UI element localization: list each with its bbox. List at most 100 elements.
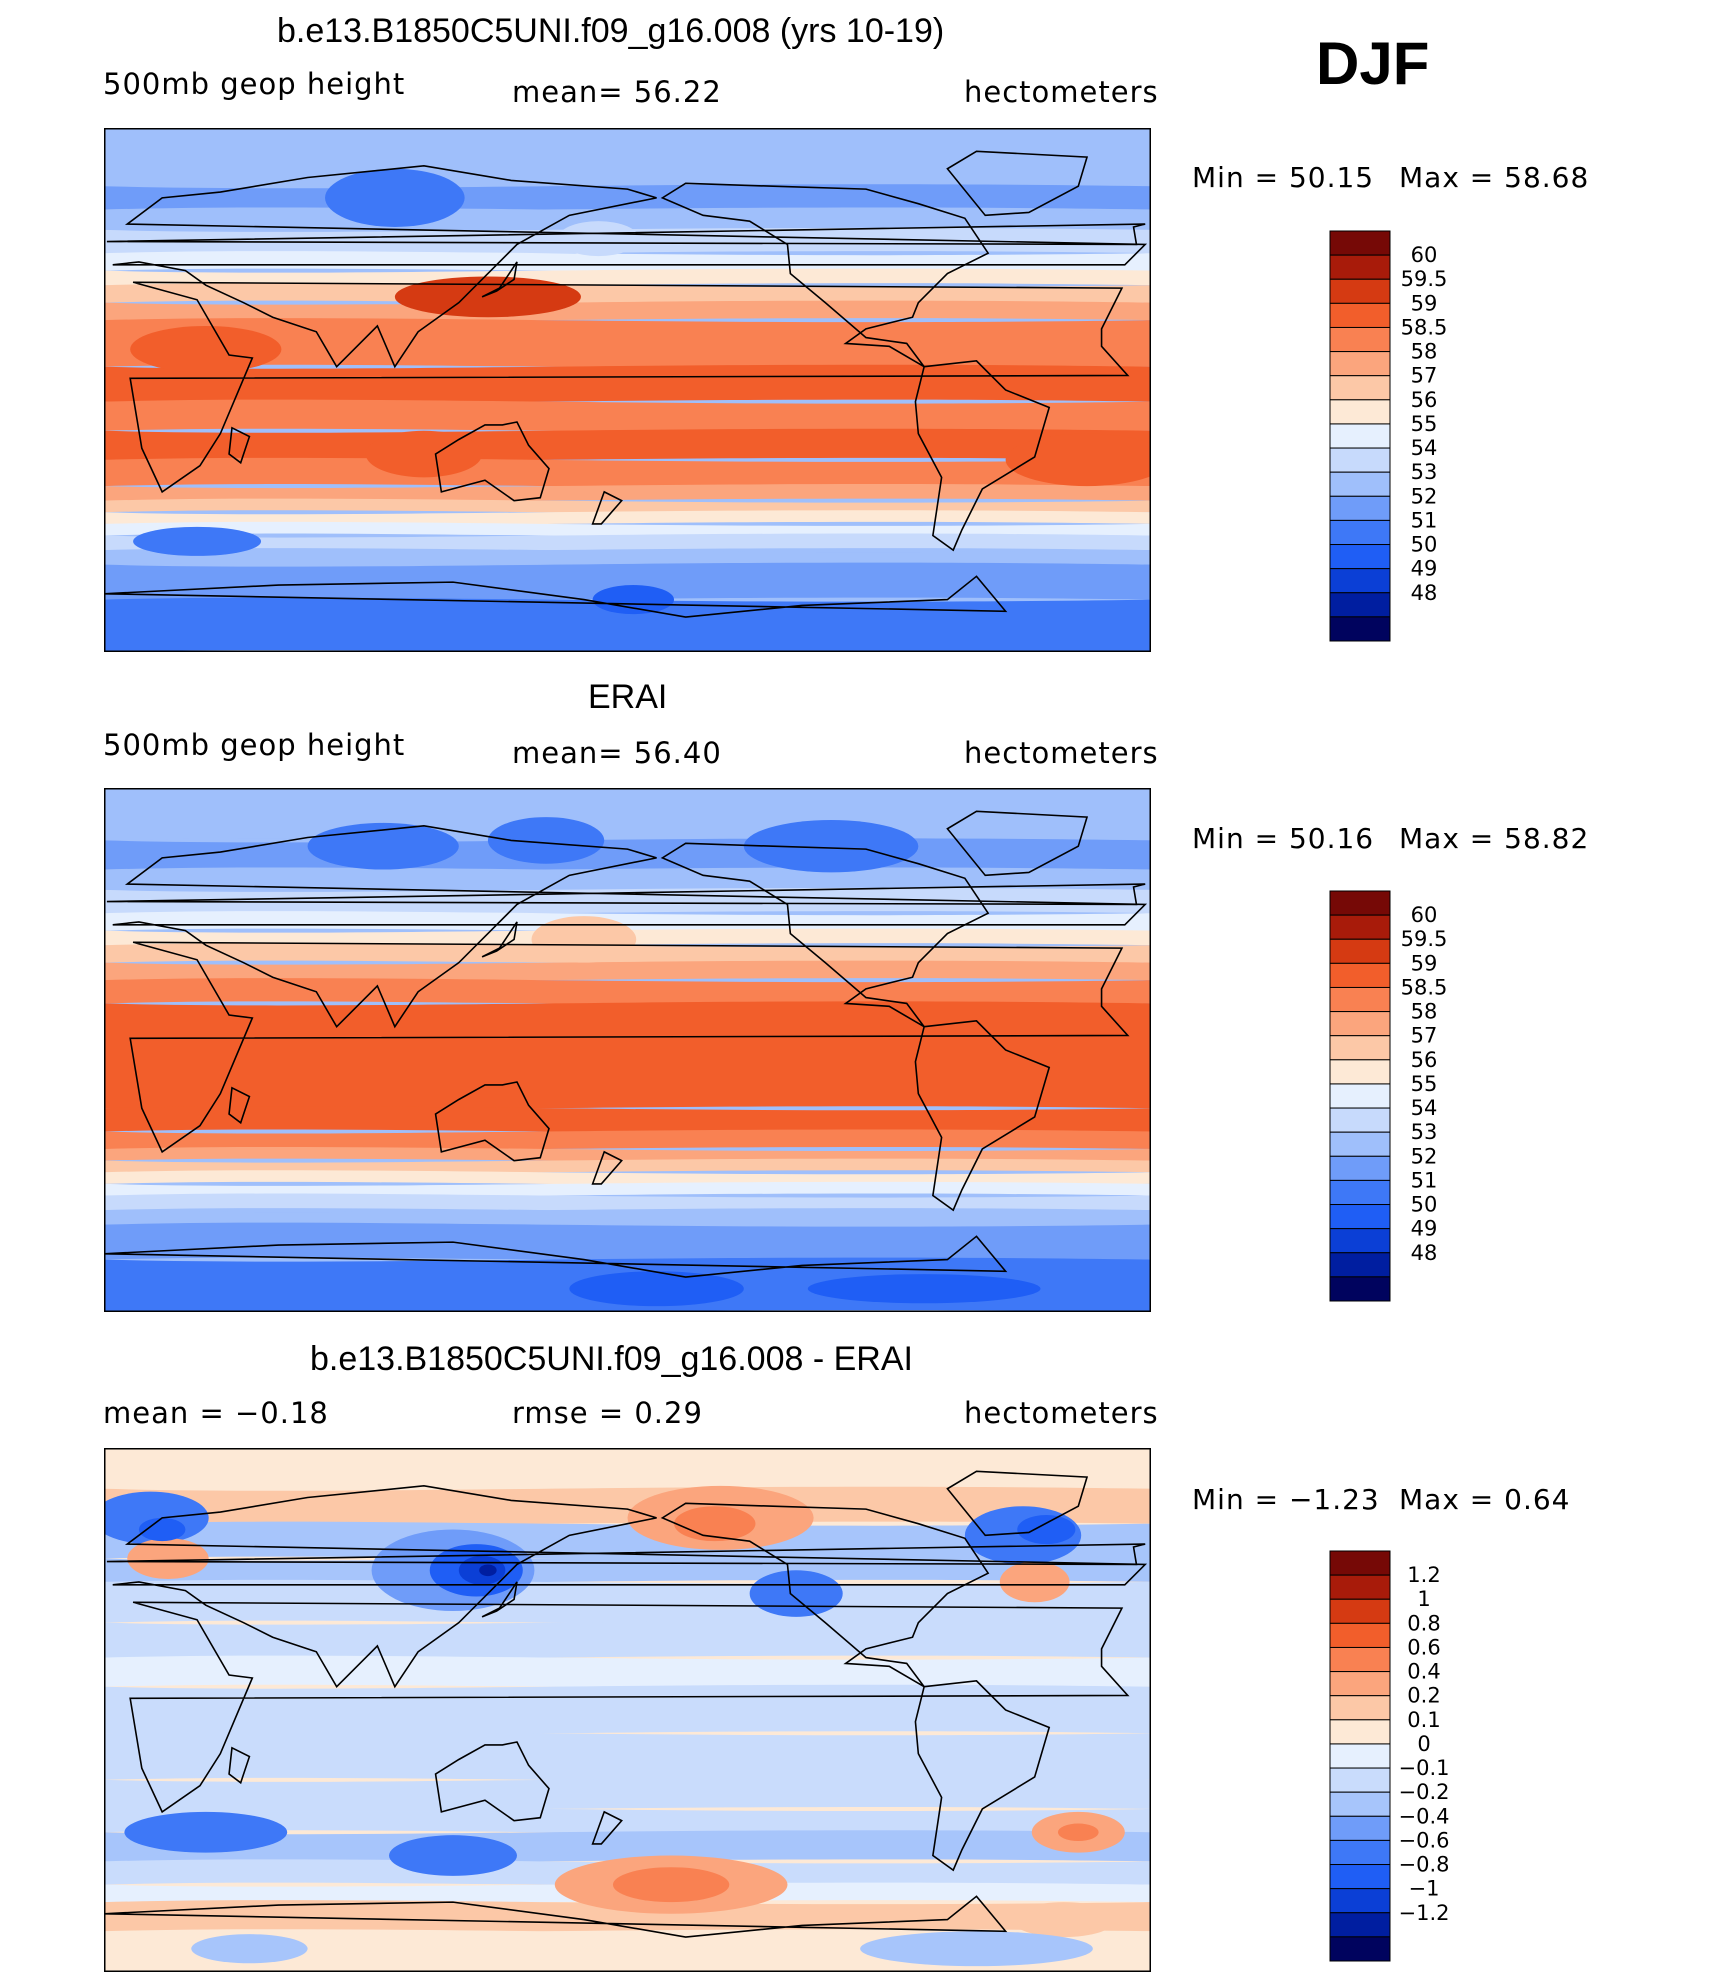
continent-outline bbox=[104, 575, 1008, 618]
colorbar-box bbox=[1329, 1574, 1391, 1600]
continent-outline bbox=[228, 1086, 251, 1125]
colorbar-tick-label: 0.8 bbox=[1407, 1611, 1440, 1635]
contour-blob bbox=[557, 221, 640, 257]
colorbar-box bbox=[1329, 568, 1391, 594]
contour-band bbox=[104, 1129, 1151, 1151]
contour-band bbox=[104, 1448, 1151, 1491]
continent-outline bbox=[112, 165, 1148, 369]
continent-outline bbox=[106, 1543, 1146, 1566]
colorbar-box bbox=[1329, 592, 1391, 618]
contour-blob bbox=[592, 585, 675, 615]
colorbar-box bbox=[1329, 914, 1391, 940]
colorbar-box bbox=[1329, 1155, 1391, 1181]
colorbar-tick-label: 51 bbox=[1411, 508, 1438, 532]
colorbar-box bbox=[1329, 1815, 1391, 1841]
colorbar-box bbox=[1329, 1083, 1391, 1109]
colorbar-tick-label: −0.2 bbox=[1399, 1780, 1450, 1804]
contour-band bbox=[104, 184, 1151, 212]
panel-2-map bbox=[104, 788, 1151, 1312]
continent-outline bbox=[914, 1680, 1051, 1872]
continent-outline bbox=[228, 1746, 251, 1785]
contour-band bbox=[104, 364, 1151, 404]
colorbar-tick-label: 54 bbox=[1411, 1096, 1438, 1120]
colorbar-box bbox=[1329, 1888, 1391, 1914]
colorbar-box bbox=[1329, 1131, 1391, 1157]
colorbar-tick-label: 0.4 bbox=[1407, 1660, 1440, 1684]
colorbar-box bbox=[1329, 1252, 1391, 1278]
continent-outline bbox=[112, 825, 1148, 1029]
colorbar-box bbox=[1329, 962, 1391, 988]
colorbar-box bbox=[1329, 326, 1391, 353]
continent-outline bbox=[946, 150, 1089, 217]
colorbar-tick-label: 60 bbox=[1411, 903, 1438, 927]
colorbar-tick-label: 0.1 bbox=[1407, 1708, 1440, 1732]
continent-outline bbox=[481, 921, 518, 958]
contour-band bbox=[104, 1579, 1151, 1625]
colorbar-tick-label: 51 bbox=[1411, 1168, 1438, 1192]
colorbar-box bbox=[1329, 1864, 1391, 1890]
contour-band bbox=[104, 1181, 1151, 1198]
contour-band bbox=[104, 1222, 1151, 1262]
colorbar-tick-label: 59 bbox=[1411, 951, 1438, 975]
continent-outline bbox=[660, 842, 990, 1028]
colorbar-box bbox=[1329, 399, 1391, 425]
continent-outline bbox=[129, 941, 1130, 1154]
contour-band bbox=[104, 1806, 1151, 1835]
colorbar-tick-label: 59.5 bbox=[1401, 927, 1448, 951]
colorbar-box bbox=[1329, 519, 1391, 546]
continent-outline bbox=[591, 1810, 623, 1845]
contour-blob bbox=[860, 1931, 1093, 1967]
colorbar-tick-label: −0.8 bbox=[1399, 1853, 1450, 1877]
colorbar-box bbox=[1329, 351, 1391, 377]
coastlines bbox=[104, 1470, 1148, 1938]
continent-outline bbox=[104, 1235, 1008, 1278]
colorbar-tick-label: 57 bbox=[1411, 1024, 1438, 1048]
colorbar-box bbox=[1329, 1912, 1391, 1938]
colorbar-box bbox=[1329, 1107, 1391, 1133]
contour-band bbox=[104, 399, 1151, 433]
contour-band bbox=[104, 978, 1151, 1006]
colorbar-tick-label: 56 bbox=[1411, 1048, 1438, 1072]
colorbar-tick-label: 53 bbox=[1411, 1120, 1438, 1144]
contour-band bbox=[104, 300, 1151, 323]
colorbar-box bbox=[1329, 302, 1391, 328]
contour-band bbox=[104, 1684, 1151, 1736]
continent-outline bbox=[106, 883, 1146, 906]
colorbar-tick-label: 48 bbox=[1411, 1241, 1438, 1265]
colorbar-tick-label: 55 bbox=[1411, 1072, 1438, 1096]
colorbar-tick-label: −0.6 bbox=[1399, 1828, 1450, 1852]
colorbar-box bbox=[1329, 471, 1391, 497]
colorbar-tick-label: −1.2 bbox=[1399, 1901, 1450, 1925]
colorbar-tick-label: 58 bbox=[1411, 1000, 1438, 1024]
contour-band bbox=[104, 911, 1151, 933]
contour-band bbox=[104, 428, 1151, 462]
colorbar-box bbox=[1329, 1204, 1391, 1230]
contour-band bbox=[104, 1900, 1151, 1934]
colorbar-box bbox=[1329, 423, 1391, 449]
contour-band bbox=[104, 597, 1151, 652]
contour-blob bbox=[191, 1934, 308, 1964]
contour-blob bbox=[365, 430, 483, 478]
panel-3-max-label: Max = 0.64 bbox=[1399, 1483, 1571, 1516]
colorbar-box bbox=[1329, 1622, 1391, 1648]
colorbar-tick-label: 0 bbox=[1417, 1732, 1430, 1756]
contour-band bbox=[104, 1777, 1151, 1811]
colorbar-tick-label: 53 bbox=[1411, 460, 1438, 484]
colorbar-box bbox=[1329, 1179, 1391, 1206]
contour-band bbox=[104, 510, 1151, 526]
colorbar-tick-label: 0.6 bbox=[1407, 1635, 1440, 1659]
continent-outline bbox=[481, 261, 518, 298]
continent-outline bbox=[129, 281, 1130, 494]
panel-2-mean-label: mean= 56.40 bbox=[512, 736, 722, 770]
continent-outline bbox=[434, 421, 550, 502]
contour-blob bbox=[749, 1570, 843, 1617]
contour-blob bbox=[807, 1274, 1041, 1304]
colorbar-tick-label: 1 bbox=[1417, 1587, 1430, 1611]
panel-3-min-label: Min = −1.23 bbox=[1192, 1483, 1380, 1516]
colorbar-box bbox=[1329, 1059, 1391, 1085]
panel-3-units-label: hectometers bbox=[964, 1396, 1159, 1430]
panel-1-title: b.e13.B1850C5UNI.f09_g16.008 (yrs 10-19) bbox=[277, 12, 945, 50]
contour-blob bbox=[325, 168, 465, 227]
colorbar-tick-label: 50 bbox=[1411, 533, 1438, 557]
colorbar-box bbox=[1329, 1671, 1391, 1697]
